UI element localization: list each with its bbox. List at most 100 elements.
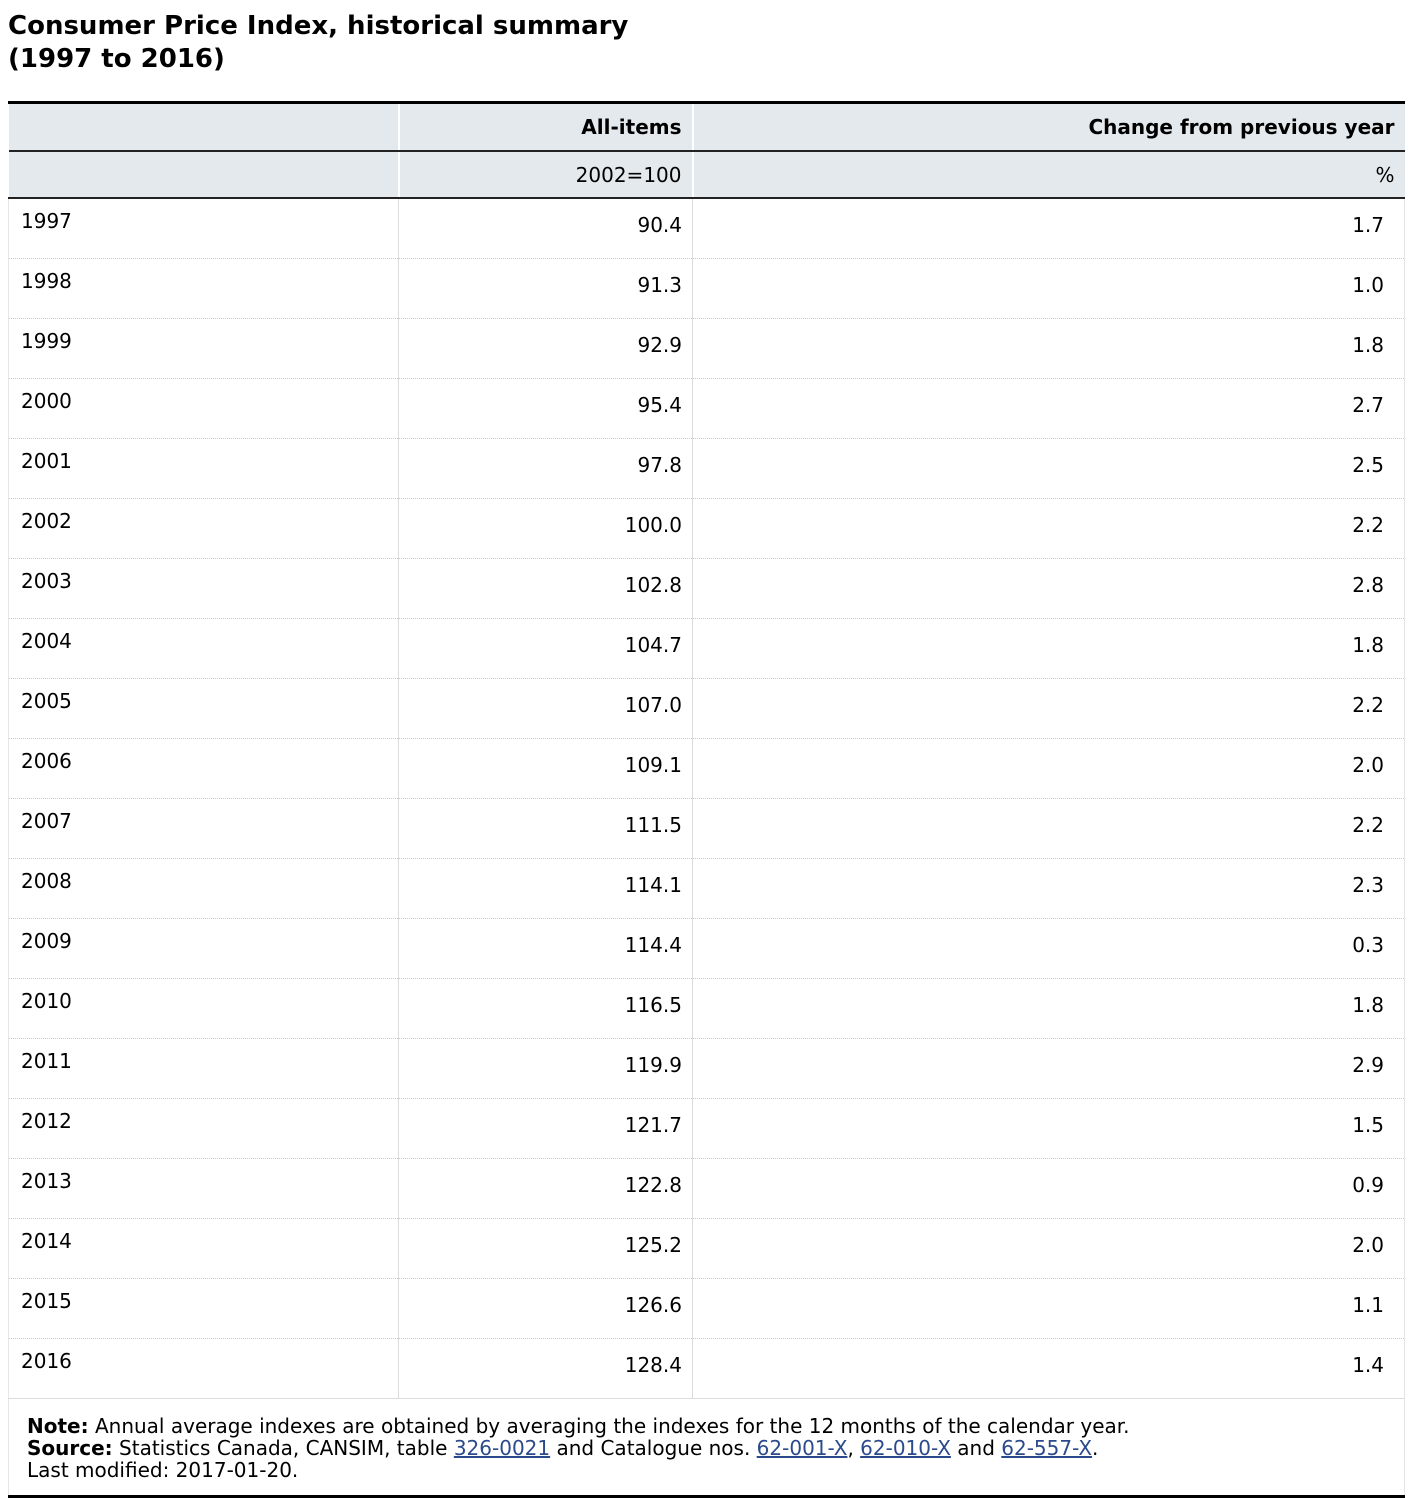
row-cpi-value: 121.7 (398, 1098, 693, 1159)
header-unit-base: 2002=100 (398, 151, 694, 199)
table-head: All-items Change from previous year 2002… (8, 104, 1405, 199)
row-year: 2015 (8, 1278, 399, 1339)
row-year: 2010 (8, 978, 399, 1039)
row-change-value: 2.2 (692, 498, 1405, 559)
row-change-value: 1.8 (692, 318, 1405, 379)
note-line: Note: Annual average indexes are obtaine… (27, 1415, 1386, 1437)
row-cpi-value: 111.5 (398, 798, 693, 859)
table-row: 1998 91.3 1.0 (8, 258, 1405, 319)
header-row-units: 2002=100 % (8, 151, 1405, 199)
row-year: 2002 (8, 498, 399, 559)
row-cpi-value: 126.6 (398, 1278, 693, 1339)
header-unit-year-blank (8, 151, 400, 199)
source-end: . (1092, 1436, 1099, 1460)
row-year: 2006 (8, 738, 399, 799)
row-year: 2013 (8, 1158, 399, 1219)
row-change-value: 1.4 (692, 1338, 1405, 1399)
table-row: 1997 90.4 1.7 (8, 198, 1405, 259)
row-cpi-value: 114.1 (398, 858, 693, 919)
row-change-value: 2.2 (692, 798, 1405, 859)
row-cpi-value: 107.0 (398, 678, 693, 739)
table-row: 2011 119.9 2.9 (8, 1038, 1405, 1099)
row-cpi-value: 90.4 (398, 198, 693, 259)
link-catalogue-62-557[interactable]: 62-557-X (1001, 1436, 1093, 1460)
header-change: Change from previous year (692, 104, 1405, 152)
header-all-items: All-items (398, 104, 694, 152)
last-modified: Last modified: 2017-01-20. (27, 1458, 299, 1482)
row-change-value: 0.3 (692, 918, 1405, 979)
row-cpi-value: 114.4 (398, 918, 693, 979)
row-change-value: 1.7 (692, 198, 1405, 259)
source-sep-1: , (847, 1436, 861, 1460)
page: Consumer Price Index, historical summary… (8, 0, 1405, 1498)
row-change-value: 1.0 (692, 258, 1405, 319)
row-year: 2014 (8, 1218, 399, 1279)
table-row: 2002 100.0 2.2 (8, 498, 1405, 559)
title-line-2: (1997 to 2016) (8, 44, 225, 74)
row-change-value: 2.9 (692, 1038, 1405, 1099)
row-change-value: 0.9 (692, 1158, 1405, 1219)
cpi-table-container: All-items Change from previous year 2002… (8, 101, 1405, 1498)
table-footer: Note: Annual average indexes are obtaine… (8, 1399, 1405, 1495)
row-year: 2003 (8, 558, 399, 619)
row-change-value: 2.0 (692, 1218, 1405, 1279)
note-label: Note: (27, 1414, 89, 1438)
source-text-1: Statistics Canada, CANSIM, table (112, 1436, 454, 1460)
table-row: 2006 109.1 2.0 (8, 738, 1405, 799)
row-year: 2001 (8, 438, 399, 499)
row-year: 2008 (8, 858, 399, 919)
row-year: 2005 (8, 678, 399, 739)
row-cpi-value: 102.8 (398, 558, 693, 619)
table-row: 2012 121.7 1.5 (8, 1098, 1405, 1159)
note-text: Annual average indexes are obtained by a… (88, 1414, 1130, 1438)
link-catalogue-62-001[interactable]: 62-001-X (756, 1436, 848, 1460)
cpi-table: All-items Change from previous year 2002… (8, 104, 1405, 1399)
row-change-value: 2.3 (692, 858, 1405, 919)
row-change-value: 1.8 (692, 618, 1405, 679)
row-change-value: 1.1 (692, 1278, 1405, 1339)
row-year: 1999 (8, 318, 399, 379)
row-year: 1998 (8, 258, 399, 319)
table-row: 2013 122.8 0.9 (8, 1158, 1405, 1219)
row-change-value: 2.0 (692, 738, 1405, 799)
header-unit-percent: % (692, 151, 1405, 199)
table-row: 1999 92.9 1.8 (8, 318, 1405, 379)
table-row: 2014 125.2 2.0 (8, 1218, 1405, 1279)
link-catalogue-62-010[interactable]: 62-010-X (860, 1436, 951, 1460)
row-cpi-value: 109.1 (398, 738, 693, 799)
row-year: 2007 (8, 798, 399, 859)
row-year: 2009 (8, 918, 399, 979)
row-change-value: 2.7 (692, 378, 1405, 439)
table-row: 2010 116.5 1.8 (8, 978, 1405, 1039)
table-row: 2007 111.5 2.2 (8, 798, 1405, 859)
table-row: 2009 114.4 0.3 (8, 918, 1405, 979)
row-cpi-value: 100.0 (398, 498, 693, 559)
row-year: 1997 (8, 198, 399, 259)
page-title: Consumer Price Index, historical summary… (8, 0, 1405, 76)
row-cpi-value: 122.8 (398, 1158, 693, 1219)
row-cpi-value: 125.2 (398, 1218, 693, 1279)
source-text-3: and (950, 1436, 1002, 1460)
table-row: 2015 126.6 1.1 (8, 1278, 1405, 1339)
title-line-1: Consumer Price Index, historical summary (8, 11, 629, 41)
row-cpi-value: 104.7 (398, 618, 693, 679)
row-year: 2004 (8, 618, 399, 679)
row-year: 2012 (8, 1098, 399, 1159)
table-body: 1997 90.4 1.7 1998 91.3 1.0 1999 92.9 1.8 2000 95.… (8, 198, 1405, 1399)
table-row: 2004 104.7 1.8 (8, 618, 1405, 679)
row-year: 2016 (8, 1338, 399, 1399)
link-cansim-table[interactable]: 326-0021 (453, 1436, 551, 1460)
row-cpi-value: 119.9 (398, 1038, 693, 1099)
table-row: 2003 102.8 2.8 (8, 558, 1405, 619)
row-cpi-value: 95.4 (398, 378, 693, 439)
row-cpi-value: 91.3 (398, 258, 693, 319)
table-row: 2016 128.4 1.4 (8, 1338, 1405, 1399)
row-cpi-value: 97.8 (398, 438, 693, 499)
header-row-labels: All-items Change from previous year (8, 104, 1405, 152)
row-change-value: 2.8 (692, 558, 1405, 619)
table-row: 2001 97.8 2.5 (8, 438, 1405, 499)
row-year: 2011 (8, 1038, 399, 1099)
source-label: Source: (27, 1436, 113, 1460)
row-change-value: 2.2 (692, 678, 1405, 739)
source-text-2: and Catalogue nos. (550, 1436, 757, 1460)
